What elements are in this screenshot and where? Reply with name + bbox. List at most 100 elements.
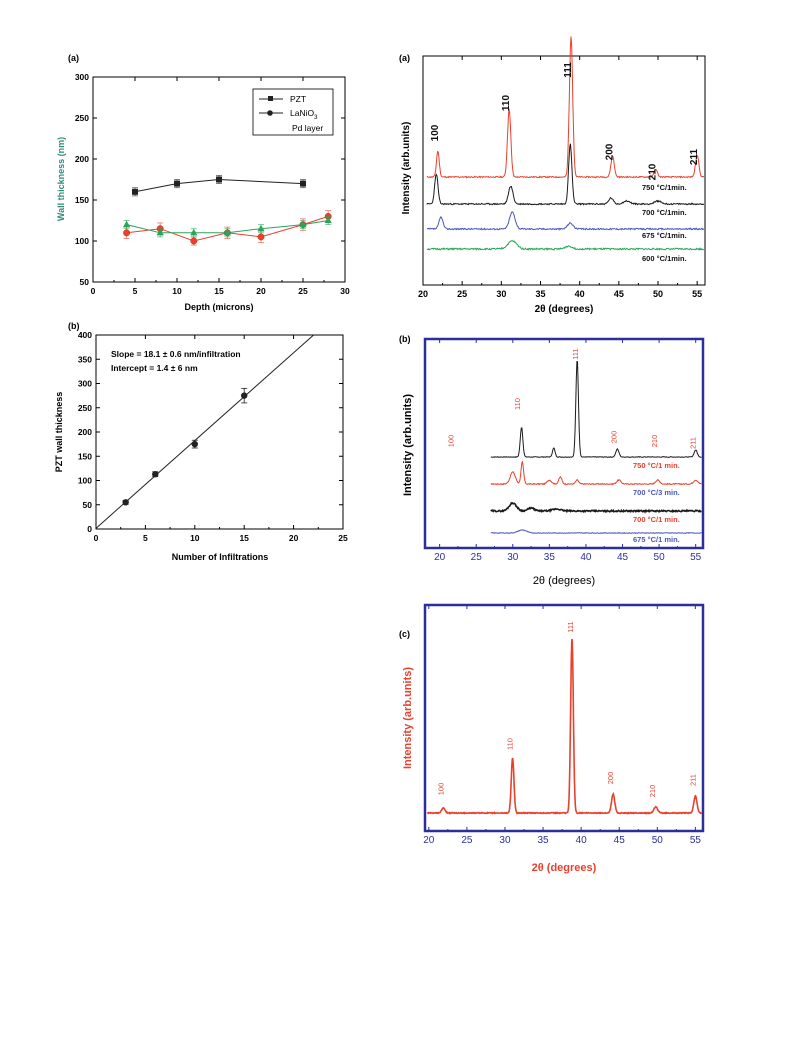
x-tick-label: 55 <box>690 835 702 846</box>
x-tick-label: 20 <box>256 286 266 296</box>
xrd-trace <box>490 501 702 514</box>
x-tick-label: 25 <box>457 289 467 299</box>
xrd-trace <box>490 529 702 535</box>
peak-label: 211 <box>688 774 697 786</box>
peak-label: 200 <box>606 772 615 785</box>
plot-frame <box>423 337 705 550</box>
peak-label: 111 <box>563 62 574 78</box>
y-axis-label: PZT wall thickness <box>54 392 64 473</box>
peak-label: 210 <box>650 435 659 448</box>
x-tick-label: 0 <box>91 286 96 296</box>
plot-frame <box>422 55 706 286</box>
data-point-triangle <box>156 228 164 236</box>
x-tick-label: 40 <box>576 835 588 846</box>
x-axis-label: Number of Infiltrations <box>172 552 269 562</box>
y-tick-label: 200 <box>75 154 89 164</box>
wall-thickness-chart: (a) 0 5 10 15 20 25 30 50 100 150 200 250 300 PZT La… <box>56 53 350 312</box>
panel-label: (a) <box>399 53 410 63</box>
data-point-circle <box>257 233 265 241</box>
peak-label: 200 <box>610 431 619 444</box>
plot-frame <box>423 603 705 833</box>
y-tick-label: 100 <box>75 236 89 246</box>
peak-label: 111 <box>566 621 575 632</box>
x-tick-label: 20 <box>289 533 299 543</box>
peak-label: 211 <box>689 437 698 449</box>
data-point <box>152 470 159 478</box>
slope-annotation: Slope = 18.1 ± 0.6 nm/infiltration <box>111 349 241 359</box>
fit-line <box>95 334 314 529</box>
data-point-triangle <box>324 216 332 224</box>
x-tick-label: 55 <box>692 289 702 299</box>
peak-label: 100 <box>447 435 456 448</box>
y-tick-label: 150 <box>78 451 92 461</box>
panel-label: (b) <box>68 321 80 331</box>
x-tick-label: 35 <box>537 835 549 846</box>
x-tick-label: 20 <box>434 552 446 563</box>
series-label: 675 °C/1min. <box>642 231 687 240</box>
peak-label: 210 <box>648 163 659 180</box>
y-tick-label: 250 <box>75 113 89 123</box>
xrd-trace <box>490 361 702 458</box>
x-axis-label: Depth (microns) <box>184 302 253 312</box>
x-tick-label: 50 <box>653 289 663 299</box>
y-tick-label: 300 <box>78 379 92 389</box>
x-tick-label: 35 <box>544 552 556 563</box>
data-point <box>241 392 248 399</box>
x-tick-label: 10 <box>172 286 182 296</box>
y-tick-label: 350 <box>78 354 92 364</box>
legend-lanio3: LaNiO3 <box>290 108 318 121</box>
x-tick-label: 50 <box>652 835 664 846</box>
x-axis-label: 2θ (degrees) <box>535 304 594 315</box>
peak-label: 210 <box>648 785 657 798</box>
data-point-triangle <box>223 228 231 236</box>
series-label: 700 °C/1 min. <box>633 515 680 524</box>
legend-pd-layer: Pd layer <box>292 123 323 133</box>
x-tick-label: 50 <box>654 552 666 563</box>
y-tick-label: 400 <box>78 330 92 340</box>
data-point-triangle <box>257 224 265 232</box>
intercept-annotation: Intercept = 1.4 ± 6 nm <box>111 363 198 373</box>
x-tick-label: 15 <box>214 286 224 296</box>
x-tick-label: 20 <box>423 835 435 846</box>
peak-label: 110 <box>506 738 515 750</box>
x-tick-label: 25 <box>338 533 348 543</box>
data-point-circle <box>190 237 198 245</box>
xrd-trace <box>426 240 705 251</box>
panel-label: (b) <box>399 334 411 344</box>
series-label: 700 °C/1min. <box>642 208 687 217</box>
y-axis-label: Intensity (arb.units) <box>402 667 414 769</box>
panel-label: (a) <box>68 53 79 63</box>
data-point-triangle <box>123 220 131 228</box>
data-point-circle <box>123 229 131 237</box>
x-tick-label: 5 <box>133 286 138 296</box>
data-point-square <box>132 188 138 195</box>
x-tick-label: 45 <box>617 552 629 563</box>
series-label: 750 °C/1min. <box>642 183 687 192</box>
y-tick-label: 0 <box>87 524 92 534</box>
xrd-trace <box>427 638 703 815</box>
peak-label: 100 <box>436 783 445 796</box>
y-tick-label: 250 <box>78 403 92 413</box>
series-label: 750 °C/1 min. <box>633 461 680 470</box>
panel-label: (c) <box>399 629 410 639</box>
y-tick-label: 50 <box>80 277 90 287</box>
xrd-trace <box>426 211 705 231</box>
x-tick-label: 35 <box>535 289 545 299</box>
xrd-trace <box>426 143 705 206</box>
data-point-triangle <box>299 220 307 228</box>
xrd-chart-b: (b) 20 25 30 35 40 45 50 55 100 110 111 200 210 211 7… <box>399 334 705 587</box>
x-tick-label: 40 <box>575 289 585 299</box>
peak-label: 110 <box>513 398 522 410</box>
y-tick-label: 100 <box>78 476 92 486</box>
peak-label: 110 <box>501 94 512 111</box>
x-tick-label: 20 <box>418 289 428 299</box>
peak-label: 211 <box>689 148 700 165</box>
xrd-trace <box>426 36 705 179</box>
y-tick-label: 150 <box>75 195 89 205</box>
series-label: 600 °C/1min. <box>642 254 687 263</box>
x-tick-label: 45 <box>614 835 626 846</box>
x-tick-label: 5 <box>143 533 148 543</box>
xrd-chart-c: (c) 20 25 30 35 40 45 50 55 100110111200210211 … <box>399 603 705 874</box>
legend-pzt: PZT <box>290 94 306 104</box>
